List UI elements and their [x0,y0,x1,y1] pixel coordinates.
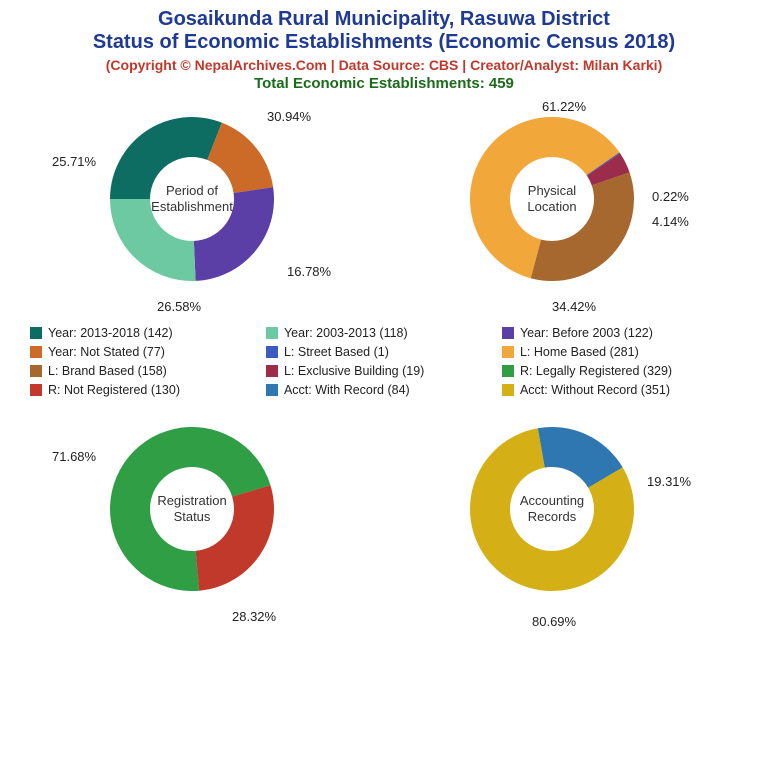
legend-item: R: Legally Registered (329) [502,364,738,378]
legend-item: Year: 2003-2013 (118) [266,326,502,340]
pct-label: 30.94% [267,109,311,124]
pct-label: 61.22% [542,99,586,114]
legend-label: Year: Not Stated (77) [48,345,165,359]
legend-swatch [30,365,42,377]
charts-row-top: Period ofEstablishment 30.94% 16.78% 26.58%… [0,92,768,322]
donut-center-label: Period ofEstablishment [151,183,233,216]
pct-label: 26.58% [157,299,201,314]
legend-item: Acct: Without Record (351) [502,383,738,397]
title-block: Gosaikunda Rural Municipality, Rasuwa Di… [0,0,768,92]
legend: Year: 2013-2018 (142) Year: 2003-2013 (11… [0,322,768,402]
pct-label: 28.32% [232,609,276,624]
pct-label: 4.14% [652,214,689,229]
legend-swatch [266,327,278,339]
pct-label: 25.71% [52,154,96,169]
legend-label: Year: 2003-2013 (118) [284,326,408,340]
legend-item: Year: Not Stated (77) [30,345,266,359]
pct-label: 0.22% [652,189,689,204]
title-line-1: Gosaikunda Rural Municipality, Rasuwa Di… [0,8,768,31]
legend-swatch [502,384,514,396]
donut-center-label: RegistrationStatus [157,493,226,526]
legend-label: R: Not Registered (130) [48,383,180,397]
legend-item: R: Not Registered (130) [30,383,266,397]
legend-swatch [502,365,514,377]
legend-swatch [502,327,514,339]
chart-accounting-records: AccountingRecords19.31%80.69% [470,427,634,591]
legend-swatch [30,346,42,358]
legend-swatch [266,384,278,396]
legend-label: L: Exclusive Building (19) [284,364,424,378]
legend-label: Year: 2013-2018 (142) [48,326,173,340]
chart-physical-location: PhysicalLocation61.22%0.22%4.14%34.42% [470,117,634,281]
pct-label: 80.69% [532,614,576,629]
legend-item: Year: 2013-2018 (142) [30,326,266,340]
subtitle: (Copyright © NepalArchives.Com | Data So… [0,57,768,73]
legend-label: L: Home Based (281) [520,345,639,359]
title-line-2: Status of Economic Establishments (Econo… [0,31,768,54]
legend-label: R: Legally Registered (329) [520,364,672,378]
legend-label: Acct: Without Record (351) [520,383,670,397]
legend-item: Acct: With Record (84) [266,383,502,397]
legend-label: L: Brand Based (158) [48,364,167,378]
legend-item: L: Exclusive Building (19) [266,364,502,378]
legend-item: Year: Before 2003 (122) [502,326,738,340]
pct-label: 19.31% [647,474,691,489]
donut-center-label: AccountingRecords [520,493,584,526]
pct-label: 16.78% [287,264,331,279]
legend-swatch [502,346,514,358]
legend-swatch [30,384,42,396]
legend-swatch [266,365,278,377]
legend-item: L: Brand Based (158) [30,364,266,378]
legend-label: Acct: With Record (84) [284,383,410,397]
legend-swatch [30,327,42,339]
legend-swatch [266,346,278,358]
pct-label: 71.68% [52,449,96,464]
chart-period-of-establishment: Period ofEstablishment30.94%16.78%26.58%… [110,117,274,281]
legend-item: L: Street Based (1) [266,345,502,359]
charts-row-bottom: RegistrationStatus71.68%28.32% Accountin… [0,407,768,647]
legend-item: L: Home Based (281) [502,345,738,359]
chart-registration-status: RegistrationStatus71.68%28.32% [110,427,274,591]
legend-label: L: Street Based (1) [284,345,389,359]
pct-label: 34.42% [552,299,596,314]
total-establishments: Total Economic Establishments: 459 [0,75,768,92]
legend-label: Year: Before 2003 (122) [520,326,653,340]
donut-center-label: PhysicalLocation [527,183,576,216]
